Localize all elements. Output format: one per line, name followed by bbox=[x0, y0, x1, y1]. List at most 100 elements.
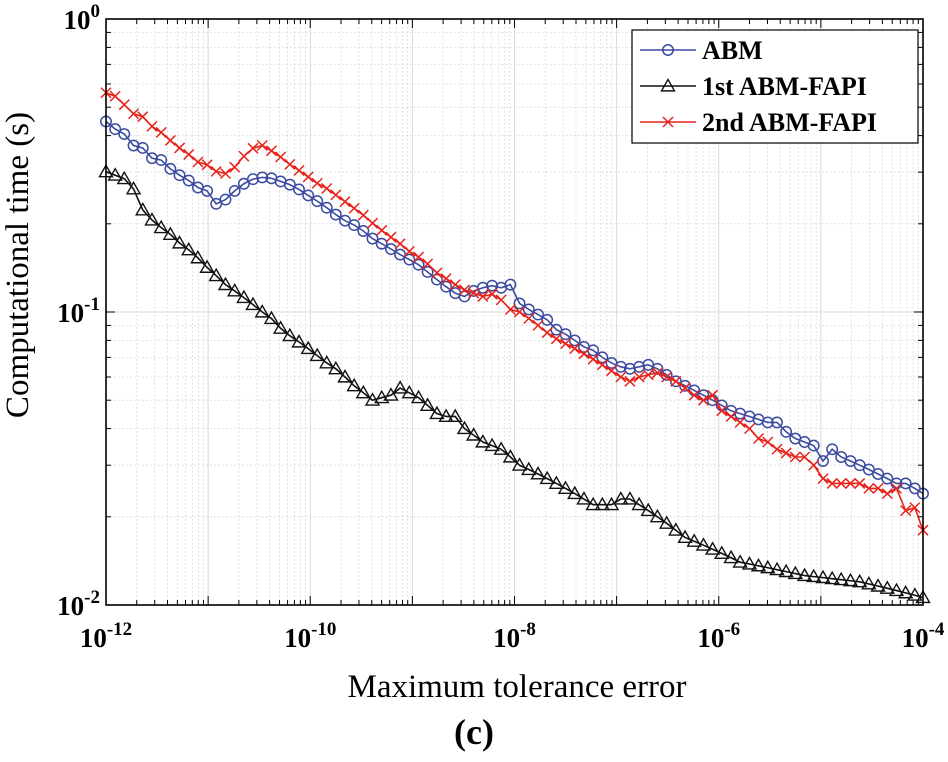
data-point-2nd-abm-fapi bbox=[174, 142, 186, 154]
data-point-abm bbox=[486, 279, 499, 292]
data-point-1st-abm-fapi bbox=[190, 249, 206, 264]
x-tick-label-base: 10 bbox=[284, 623, 311, 653]
data-point-2nd-abm-fapi bbox=[357, 209, 369, 221]
data-point-abm bbox=[182, 174, 195, 187]
x-tick-label-base: 10 bbox=[493, 623, 520, 653]
data-point-2nd-abm-fapi bbox=[697, 394, 709, 406]
data-point-2nd-abm-fapi bbox=[863, 482, 875, 494]
data-point-1st-abm-fapi bbox=[392, 380, 408, 394]
data-point-1st-abm-fapi bbox=[272, 320, 289, 334]
data-point-2nd-abm-fapi bbox=[495, 294, 507, 306]
data-point-1st-abm-fapi bbox=[410, 389, 427, 404]
y-tick-label-exponent: 0 bbox=[91, 1, 101, 22]
data-point-2nd-abm-fapi bbox=[844, 477, 857, 489]
y-tick-label-exponent: -1 bbox=[84, 294, 100, 315]
data-point-1st-abm-fapi bbox=[631, 496, 647, 511]
data-point-1st-abm-fapi bbox=[475, 434, 491, 448]
data-point-1st-abm-fapi bbox=[171, 235, 188, 249]
x-tick-label-exponent: -10 bbox=[311, 619, 336, 640]
data-point-abm bbox=[155, 154, 168, 167]
data-point-2nd-abm-fapi bbox=[900, 505, 912, 517]
data-point-1st-abm-fapi bbox=[282, 327, 298, 342]
x-tick-label: 10-4 bbox=[902, 619, 945, 653]
data-point-1st-abm-fapi bbox=[897, 584, 914, 599]
data-point-1st-abm-fapi bbox=[429, 405, 445, 420]
data-point-1st-abm-fapi bbox=[833, 571, 849, 586]
data-point-1st-abm-fapi bbox=[236, 289, 252, 304]
data-point-1st-abm-fapi bbox=[511, 457, 528, 471]
data-point-1st-abm-fapi bbox=[576, 491, 592, 505]
data-point-2nd-abm-fapi bbox=[560, 338, 572, 350]
data-point-2nd-abm-fapi bbox=[137, 111, 149, 123]
data-point-abm bbox=[237, 177, 250, 190]
data-point-2nd-abm-fapi bbox=[201, 159, 213, 171]
data-point-1st-abm-fapi bbox=[677, 529, 693, 544]
data-point-1st-abm-fapi bbox=[447, 408, 463, 423]
data-point-2nd-abm-fapi bbox=[302, 171, 314, 183]
y-tick-label-base: 10 bbox=[57, 591, 84, 621]
data-point-2nd-abm-fapi bbox=[311, 177, 323, 189]
data-point-1st-abm-fapi bbox=[217, 276, 234, 291]
data-point-2nd-abm-fapi bbox=[321, 182, 333, 195]
data-point-2nd-abm-fapi bbox=[523, 312, 535, 325]
data-point-2nd-abm-fapi bbox=[679, 382, 691, 394]
data-point-abm bbox=[247, 173, 259, 186]
data-point-2nd-abm-fapi bbox=[247, 142, 259, 154]
data-point-abm bbox=[522, 303, 535, 316]
x-tick-label-exponent: -12 bbox=[107, 619, 132, 640]
data-point-1st-abm-fapi bbox=[245, 296, 261, 311]
figure-caption: (c) bbox=[454, 712, 494, 752]
data-point-1st-abm-fapi bbox=[594, 496, 611, 511]
data-point-2nd-abm-fapi bbox=[532, 319, 544, 331]
data-point-abm bbox=[228, 184, 241, 197]
data-point-2nd-abm-fapi bbox=[661, 371, 673, 383]
data-point-abm bbox=[440, 280, 453, 293]
data-point-1st-abm-fapi bbox=[649, 508, 666, 523]
data-point-1st-abm-fapi bbox=[162, 226, 179, 240]
data-point-1st-abm-fapi bbox=[355, 384, 372, 399]
grid bbox=[105, 19, 923, 606]
y-tick-label-base: 10 bbox=[64, 5, 91, 35]
data-point-1st-abm-fapi bbox=[796, 567, 813, 582]
data-point-2nd-abm-fapi bbox=[265, 145, 277, 157]
data-point-abm bbox=[826, 443, 839, 456]
x-tick-label-exponent: -8 bbox=[520, 619, 536, 640]
legend-marker-abm bbox=[662, 44, 674, 56]
data-point-abm bbox=[173, 169, 186, 182]
data-point-abm bbox=[761, 416, 774, 429]
data-point-1st-abm-fapi bbox=[879, 580, 895, 594]
data-point-2nd-abm-fapi bbox=[670, 375, 682, 387]
data-point-1st-abm-fapi bbox=[769, 561, 785, 576]
data-point-2nd-abm-fapi bbox=[872, 482, 884, 494]
y-axis-label: Computational time (s) bbox=[0, 112, 36, 418]
data-point-abm bbox=[651, 362, 664, 375]
x-tick-label-base: 10 bbox=[697, 623, 724, 653]
data-point-abm bbox=[385, 243, 397, 256]
data-point-abm bbox=[881, 472, 894, 485]
data-point-2nd-abm-fapi bbox=[449, 279, 461, 291]
data-point-2nd-abm-fapi bbox=[339, 196, 351, 208]
data-point-2nd-abm-fapi bbox=[385, 231, 397, 243]
data-point-2nd-abm-fapi bbox=[109, 90, 121, 102]
data-point-1st-abm-fapi bbox=[364, 392, 381, 406]
data-point-abm bbox=[118, 128, 131, 140]
data-point-1st-abm-fapi bbox=[548, 475, 565, 489]
data-point-abm bbox=[513, 297, 526, 310]
data-point-2nd-abm-fapi bbox=[366, 217, 379, 229]
data-point-1st-abm-fapi bbox=[319, 355, 335, 369]
data-point-1st-abm-fapi bbox=[622, 491, 638, 505]
data-point-1st-abm-fapi bbox=[521, 461, 537, 476]
data-point-2nd-abm-fapi bbox=[688, 389, 700, 401]
data-point-abm bbox=[219, 193, 232, 206]
legend-marker-2nd-abm-fapi bbox=[662, 116, 674, 128]
legend-label-1st-abm-fapi: 1st ABM-FAPI bbox=[702, 72, 867, 101]
data-point-2nd-abm-fapi bbox=[752, 432, 765, 445]
data-point-1st-abm-fapi bbox=[374, 389, 390, 404]
x-axis-label: Maximum tolerance error bbox=[347, 669, 686, 705]
data-point-1st-abm-fapi bbox=[484, 437, 500, 452]
data-point-1st-abm-fapi bbox=[842, 572, 859, 587]
data-point-abm bbox=[908, 482, 921, 495]
data-point-2nd-abm-fapi bbox=[550, 333, 562, 345]
data-point-abm bbox=[771, 416, 783, 429]
